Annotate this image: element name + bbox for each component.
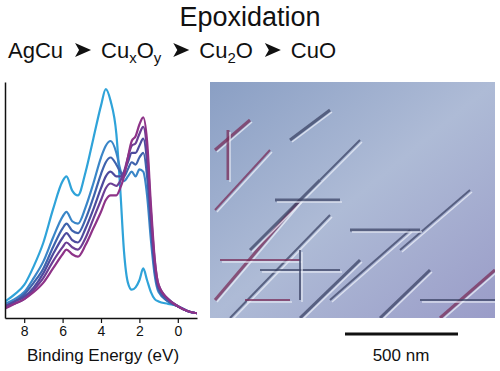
arrow — [265, 43, 281, 57]
formula: Cu2O — [199, 38, 253, 66]
micrograph-feature — [350, 229, 420, 232]
micrograph-feature — [227, 130, 230, 180]
micrograph-feature — [420, 299, 495, 301]
spectrum-line — [5, 127, 197, 313]
formula-subscript: 2 — [227, 49, 235, 66]
micrograph-highlight — [402, 192, 472, 252]
micrograph-highlight — [292, 112, 332, 142]
x-tick-label: 6 — [59, 323, 67, 339]
micrograph-highlight — [217, 122, 252, 152]
micrograph-feature — [330, 230, 410, 300]
micrograph-highlight — [277, 201, 342, 203]
micrograph-highlight — [252, 182, 322, 252]
arrow — [75, 43, 91, 57]
micrograph-feature — [290, 110, 330, 140]
formula-part: O — [236, 38, 253, 63]
x-tick: 8 — [21, 318, 29, 339]
formula-subscript: y — [154, 49, 162, 66]
x-axis: 8 6 4 2 0 — [6, 318, 198, 339]
micrograph-highlight — [229, 132, 231, 182]
scale-bar-label: 500 nm — [373, 346, 430, 365]
formula: CuxOy — [101, 38, 162, 66]
x-tick-label: 4 — [98, 323, 106, 339]
x-tick: 6 — [59, 318, 67, 339]
micrograph-highlight — [352, 231, 422, 233]
micrograph-highlight — [382, 272, 432, 318]
micrograph-feature — [400, 190, 470, 250]
micrograph-highlight — [247, 301, 292, 303]
formula-part: Cu — [199, 38, 227, 63]
spectrum-line — [5, 89, 197, 313]
micrograph-feature — [275, 199, 340, 202]
micrograph-feature — [215, 200, 300, 300]
formula-part: AgCu — [8, 38, 63, 63]
x-tick: 2 — [136, 318, 144, 339]
micrograph-feature — [220, 259, 300, 261]
scale-bar — [345, 333, 458, 336]
micrograph — [210, 82, 495, 318]
x-tick-label: 0 — [174, 323, 182, 339]
plot-area — [5, 89, 197, 313]
x-axis-title: Binding Energy (eV) — [27, 346, 179, 365]
micrograph-feature — [215, 120, 250, 150]
y-axis-line — [5, 83, 7, 319]
formula: AgCu — [8, 38, 63, 63]
formula: CuO — [291, 38, 336, 63]
micrograph-highlight — [222, 261, 302, 263]
micrograph-feature — [380, 270, 430, 318]
x-tick-label: 2 — [136, 323, 144, 339]
micrograph-highlight — [442, 272, 495, 318]
figure: EpoxidationAgCuCuxOyCu2OCuO86420Binding … — [0, 0, 500, 371]
x-tick: 0 — [174, 318, 182, 339]
micrograph-feature — [250, 180, 320, 250]
micrograph-feature — [320, 140, 360, 180]
x-tick-label: 8 — [21, 323, 29, 339]
micrograph-highlight — [217, 152, 272, 212]
micrograph-background — [210, 82, 495, 318]
micrograph-feature — [215, 150, 270, 210]
formula-part: Cu — [101, 38, 129, 63]
formula-part: CuO — [291, 38, 336, 63]
title: Epoxidation — [179, 2, 320, 32]
micrograph-feature — [300, 260, 360, 318]
micrograph-feature — [299, 250, 301, 300]
arrow — [173, 43, 189, 57]
micrograph-highlight — [332, 232, 412, 302]
micrograph-feature — [245, 299, 290, 301]
spectrum-line — [5, 117, 197, 313]
formula-part: O — [137, 38, 154, 63]
y-axis — [5, 83, 6, 319]
micrograph-highlight — [322, 142, 362, 182]
micrograph-highlight — [301, 252, 303, 302]
spectrum-line — [5, 139, 197, 314]
x-tick: 4 — [98, 318, 106, 339]
reaction-sequence: AgCuCuxOyCu2OCuO — [8, 38, 336, 66]
micrograph-highlight — [422, 301, 495, 303]
micrograph-feature — [440, 270, 495, 318]
